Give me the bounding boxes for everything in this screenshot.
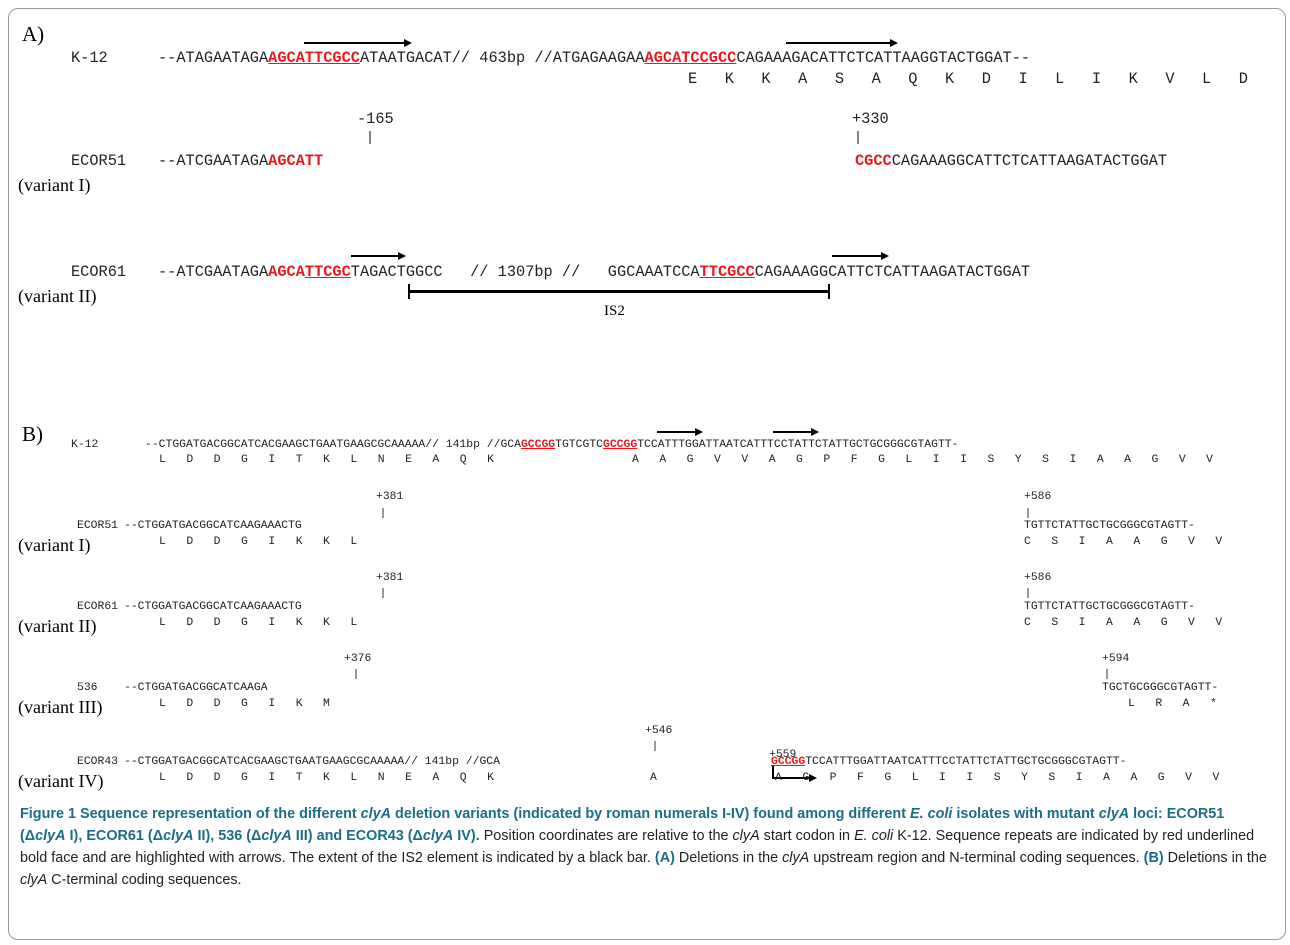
panel-a-label: A): [22, 22, 45, 46]
repeat-sequence: AGCATTCGCC: [268, 49, 360, 67]
caption-title: Figure 1 Sequence representation of the …: [20, 806, 1225, 844]
figure-caption: Figure 1 Sequence representation of the …: [20, 806, 1267, 888]
coord-label: -165: [357, 110, 394, 128]
k12-sequence-b: --CTGGATGACGGCATCACGAAGCTGAATGAAGCGCAAAA…: [145, 439, 959, 451]
ecor43-name-b: ECOR43: [77, 756, 119, 768]
repeat-sequence: TTCGC: [304, 263, 351, 281]
s536-name-b: 536: [77, 682, 98, 694]
repeat-sequence: TTCGCC: [699, 263, 755, 281]
variant-label: (variant II): [18, 616, 97, 636]
k12-name-a: K-12: [71, 49, 108, 67]
k12-protein-right-b: A A G V V A G P F G L I I S Y S I A A G …: [632, 454, 1214, 466]
s536-protein-right-b: L R A *: [1128, 698, 1217, 710]
variant-label: (variant IV): [18, 771, 104, 791]
variant-label: (variant II): [18, 286, 97, 306]
coord-label: +586: [1024, 491, 1052, 503]
k12-protein-a: E K K A S A Q K D I L I K V L D: [688, 70, 1248, 88]
ecor43-protein-right-b: A G P F G L I I S Y S I A A G V V: [775, 772, 1220, 784]
repeat-sequence: GCCGG: [520, 439, 556, 451]
variant-label: (variant I): [18, 175, 91, 195]
coord-label: +330: [852, 110, 889, 128]
ecor43-protein-left-b: L D D G I T K L N E A Q K: [159, 772, 494, 784]
ecor61-sequence-left-b: --CTGGATGACGGCATCAAGAAACTG: [124, 601, 302, 613]
ecor51-sequence-left-b: --CTGGATGACGGCATCAAGAAACTG: [124, 520, 302, 532]
ecor61-protein-left-b: L D D G I K K L: [159, 617, 358, 629]
ecor61-protein-right-b: C S I A A G V V: [1024, 617, 1223, 629]
is2-label: IS2: [604, 303, 625, 319]
ecor51-sequence-right-a: CGCCCAGAAAGGCATTCTCATTAAGATACTGGAT: [855, 152, 1168, 170]
ecor51-name-b: ECOR51: [77, 520, 119, 532]
is2-bar-end-left: [408, 284, 410, 299]
variant-label: (variant I): [18, 535, 91, 555]
s536-sequence-left-b: --CTGGATGACGGCATCAAGA: [124, 682, 268, 694]
repeat-sequence: GCCGG: [603, 439, 638, 451]
coord-label: +586: [1024, 572, 1052, 584]
ecor61-sequence-a: --ATCGAATAGAAGCATTCGCTAGACTGGCC // 1307b…: [158, 263, 1031, 281]
ecor51-sequence-right-b: TGTTCTATTGCTGCGGGCGTAGTT-: [1024, 520, 1195, 532]
ecor51-protein-left-b: L D D G I K K L: [159, 536, 358, 548]
coord-label: +594: [1102, 653, 1130, 665]
ecor61-name-a: ECOR61: [71, 263, 127, 281]
ecor43-protein-mid-b: A: [650, 772, 657, 784]
ecor61-sequence-right-b: TGTTCTATTGCTGCGGGCGTAGTT-: [1024, 601, 1195, 613]
is2-bar: [408, 290, 830, 293]
ecor51-protein-right-b: C S I A A G V V: [1024, 536, 1223, 548]
repeat-arrow: [772, 765, 817, 782]
repeat-sequence: GCCGG: [771, 756, 806, 768]
s536-protein-left-b: L D D G I K M: [159, 698, 330, 710]
is2-bar-end-right: [828, 284, 830, 299]
repeat-sequence: AGCATCCGCC: [644, 49, 737, 67]
ecor43-sequence-left-b: --CTGGATGACGGCATCACGAAGCTGAATGAAGCGCAAAA…: [124, 756, 500, 768]
panel-b-label: B): [22, 422, 43, 446]
figure-frame: [8, 8, 1286, 940]
coord-label: +381: [376, 491, 404, 503]
k12-protein-left-b: L D D G I T K L N E A Q K: [159, 454, 494, 466]
coord-label: +376: [344, 653, 372, 665]
k12-name-b: K-12: [71, 439, 99, 451]
s536-sequence-right-b: TGCTGCGGGCGTAGTT-: [1102, 682, 1219, 694]
coord-label: +559: [769, 749, 797, 761]
variant-label: (variant III): [18, 697, 103, 717]
ecor51-sequence-left-a: --ATCGAATAGAAGCATT: [158, 152, 324, 170]
ecor51-name-a: ECOR51: [71, 152, 127, 170]
ecor61-name-b: ECOR61: [77, 601, 119, 613]
ecor43-sequence-right-b: GCCGGTCCATTTGGATTAATCATTTCCTATTCTATTGCTG…: [771, 756, 1127, 768]
coord-label: +381: [376, 572, 404, 584]
k12-sequence-a: --ATAGAATAGAAGCATTCGCCATAATGACAT// 463bp…: [158, 49, 1031, 67]
coord-label: +546: [645, 725, 673, 737]
